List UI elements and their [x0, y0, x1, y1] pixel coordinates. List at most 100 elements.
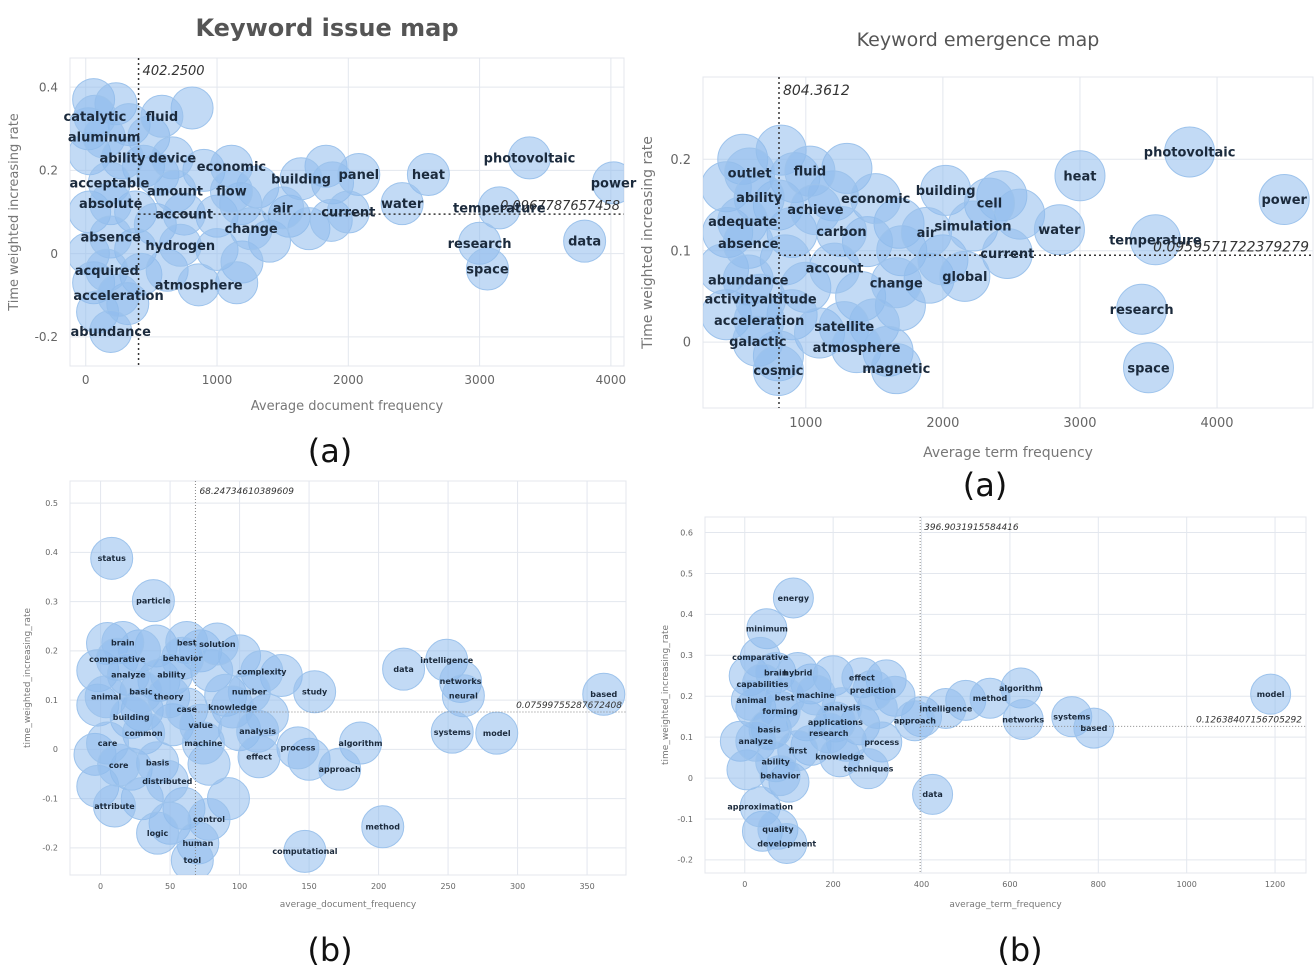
y-tick-label: 0.1	[670, 244, 691, 259]
bubble-attribute	[92, 784, 136, 828]
y-axis-label: time_weighted_increasing_rate	[661, 625, 671, 765]
x-tick-label: 3000	[464, 373, 495, 387]
y-tick-label: 0.4	[39, 80, 58, 94]
point-label-acceptable: acceptable	[69, 176, 149, 191]
point-label-techniques: techniques	[844, 764, 894, 773]
panel-caption: (b)	[997, 931, 1042, 969]
point-label-catalytic: catalytic	[64, 110, 127, 125]
point-label-model: model	[1257, 690, 1285, 699]
point-label-photovoltaic: photovoltaic	[1144, 146, 1236, 161]
bubble-approach	[894, 700, 936, 742]
x-tick-label: 50	[165, 882, 175, 891]
point-label-effect: effect	[849, 674, 875, 683]
point-label-case: case	[177, 705, 198, 714]
point-label-logic: logic	[147, 829, 169, 838]
y-tick-label: 0	[683, 336, 691, 351]
bubble-tool	[170, 838, 214, 875]
ref-x-label: 396.9031915584416	[924, 523, 1019, 533]
point-label-comparative: comparative	[89, 655, 146, 664]
point-label-account: account	[806, 262, 864, 277]
point-label-hydrogen: hydrogen	[145, 239, 215, 254]
bubble-photovoltaic	[507, 136, 551, 180]
bubble-power	[592, 161, 624, 205]
point-label-research: research	[448, 237, 512, 252]
point-label-absence: absence	[80, 231, 141, 246]
bubble-data	[563, 219, 607, 263]
x-tick-label: 3000	[1063, 416, 1096, 431]
point-label-systems: systems	[1053, 712, 1090, 721]
point-label-attribute: attribute	[94, 802, 135, 811]
bubble-current	[326, 190, 370, 234]
point-label-change: change	[225, 222, 278, 237]
x-axis-label: Average term frequency	[923, 445, 1093, 461]
ref-y-label: 0.12638407156705292	[1196, 715, 1302, 725]
x-tick-label: 150	[301, 882, 316, 891]
point-label-temperature: temperature	[1109, 233, 1202, 248]
point-label-approach: approach	[894, 717, 936, 726]
point-label-complexity: complexity	[237, 667, 287, 676]
point-label-method: method	[973, 694, 1008, 703]
point-label-knowledge: knowledge	[208, 703, 258, 712]
point-label-study: study	[302, 688, 328, 697]
y-tick-label: 0.1	[45, 696, 58, 705]
point-label-building: building	[916, 184, 976, 199]
point-label-solution: solution	[199, 640, 236, 649]
y-axis-label: Time weighted increasing rate	[640, 136, 656, 350]
bubble-data	[382, 647, 426, 691]
point-label-prediction: prediction	[850, 686, 896, 695]
bubble-development	[766, 823, 808, 865]
point-label-method: method	[365, 823, 400, 832]
point-label-air: air	[917, 226, 937, 241]
point-label-atmosphere: atmosphere	[155, 278, 243, 293]
y-tick-label: 0.5	[45, 499, 58, 508]
bubble-based	[1073, 707, 1115, 749]
point-label-intelligence: intelligence	[420, 656, 474, 665]
point-label-fluid: fluid	[146, 110, 179, 125]
point-label-heat: heat	[1063, 169, 1096, 184]
bubble-research	[1116, 283, 1168, 335]
bubble-fluid	[140, 94, 184, 138]
chart-1: Keyword issue map 0 1000 2000 3000 4000 -0.2 0 0…	[7, 14, 637, 414]
point-label-minimum: minimum	[746, 625, 788, 634]
y-tick-label: -0.2	[42, 844, 58, 853]
y-tick-label: 0.4	[45, 548, 58, 557]
y-axis-label: Time weighted increasing rate	[7, 113, 22, 312]
point-label-energy: energy	[778, 594, 810, 603]
ref-x-label: 804.3612	[783, 83, 850, 99]
point-label-fluid: fluid	[794, 165, 827, 180]
x-axis-label: average_document_frequency	[280, 900, 417, 910]
x-tick-label: 1000	[1177, 880, 1197, 889]
point-label-research: research	[809, 729, 849, 738]
bubble-effect	[237, 735, 281, 779]
point-label-particle: particle	[136, 596, 171, 605]
point-label-panel: panel	[339, 168, 380, 183]
point-label-algorithm: algorithm	[339, 739, 383, 748]
point-label-adequate: adequate	[708, 215, 777, 230]
bubble-computational	[283, 829, 327, 873]
ref-x-label: 68.24734610389609	[199, 487, 294, 497]
bubble-model	[1250, 673, 1292, 715]
y-tick-label: -0.2	[677, 856, 693, 865]
point-label-theory: theory	[154, 693, 184, 702]
x-tick-label: 2000	[926, 416, 959, 431]
point-label-computational: computational	[272, 847, 337, 856]
point-label-networks: networks	[1002, 715, 1044, 724]
x-tick-label: 0	[98, 882, 103, 891]
bubble-change	[229, 207, 273, 251]
ref-y-label: 0.07599755287672408	[516, 701, 622, 711]
bubble-hydrogen	[158, 223, 202, 267]
bubble-space	[465, 247, 509, 291]
point-label-process: process	[864, 738, 899, 747]
point-label-development: development	[757, 839, 816, 848]
point-label-human: human	[182, 839, 213, 848]
bubble-energy	[772, 577, 814, 619]
bubble-change	[870, 257, 922, 309]
point-label-data: data	[393, 665, 413, 674]
bubble-temperature	[477, 186, 521, 230]
bubble-networks	[1002, 699, 1044, 741]
point-label-space: space	[466, 263, 509, 278]
point-label-behavior: behavior	[760, 771, 800, 780]
ref-x-label: 402.2500	[143, 64, 205, 79]
panel-caption: (a)	[308, 432, 353, 470]
